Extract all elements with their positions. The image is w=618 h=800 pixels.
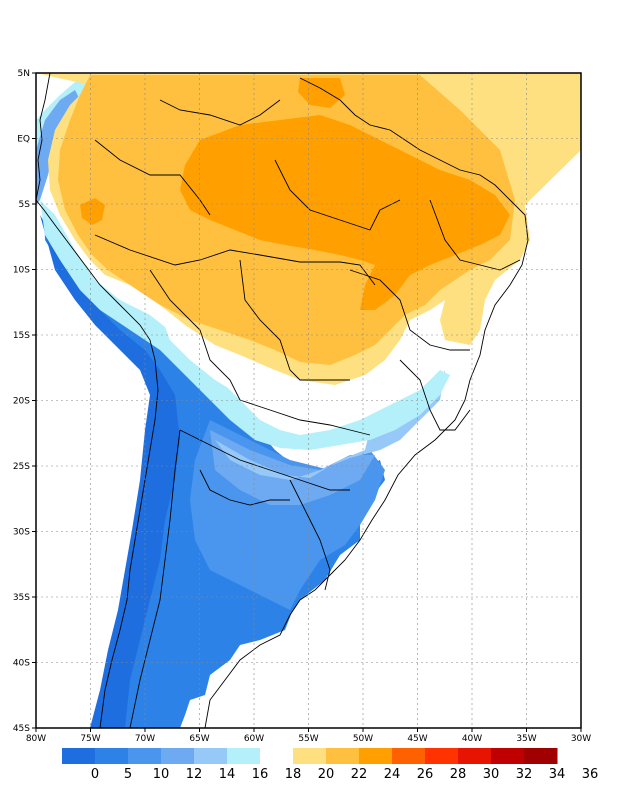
field-orange-nw bbox=[80, 198, 105, 225]
border-3 bbox=[149, 269, 241, 401]
border-12 bbox=[159, 99, 281, 126]
lon-tick-label: 70W bbox=[135, 734, 155, 744]
colorbar-swatch-10 bbox=[392, 748, 426, 764]
colorbar-swatch-11 bbox=[425, 748, 459, 764]
border-7 bbox=[129, 429, 181, 728]
lat-tick-label: 15S bbox=[13, 331, 30, 341]
lat-tick-label: 25S bbox=[13, 462, 30, 472]
lon-tick-label: 35W bbox=[516, 734, 536, 744]
colorbar-swatch-8 bbox=[326, 748, 360, 764]
colorbar-label: 32 bbox=[516, 767, 533, 782]
colorbar-label: 34 bbox=[549, 767, 566, 782]
border-13 bbox=[259, 254, 376, 286]
lat-tick-label: EQ bbox=[17, 135, 30, 145]
grid-lines bbox=[36, 73, 581, 728]
lon-tick-label: 60W bbox=[244, 734, 264, 744]
border-15 bbox=[199, 469, 290, 506]
lat-tick-label: 40S bbox=[13, 659, 30, 669]
colorbar-swatch-1 bbox=[95, 748, 129, 764]
lon-tick-label: 45W bbox=[407, 734, 427, 744]
lon-tick-label: 75W bbox=[80, 734, 100, 744]
latitude-axis: 5N EQ 5S 10S 15S 20S 25S 30S 35S 40S 45S bbox=[13, 69, 36, 734]
colorbar-swatch-0 bbox=[62, 748, 96, 764]
lat-tick-label: 20S bbox=[13, 397, 30, 407]
lat-tick-label: 45S bbox=[13, 724, 30, 734]
colorbar-swatch-2 bbox=[128, 748, 162, 764]
coastline bbox=[36, 73, 159, 728]
border-5 bbox=[239, 399, 371, 436]
lon-tick-label: 40W bbox=[462, 734, 482, 744]
colorbar-label: 20 bbox=[318, 767, 335, 782]
lon-tick-label: 30W bbox=[571, 734, 591, 744]
border-14 bbox=[399, 359, 471, 431]
colorbar-label: 26 bbox=[417, 767, 434, 782]
field-blue-nw bbox=[36, 90, 80, 205]
lat-tick-label: 5N bbox=[18, 69, 30, 79]
colorbar-label: 16 bbox=[252, 767, 269, 782]
colorbar-label: 10 bbox=[153, 767, 170, 782]
border-2 bbox=[94, 234, 261, 266]
colorbar-label: 14 bbox=[219, 767, 236, 782]
colorbar-swatch-4 bbox=[194, 748, 228, 764]
colorbar-swatch-9 bbox=[359, 748, 393, 764]
border-4 bbox=[239, 259, 350, 381]
field-orange-patch bbox=[400, 200, 418, 228]
colorbar-swatch-7 bbox=[293, 748, 327, 764]
border-11 bbox=[429, 199, 521, 271]
field-white-band bbox=[155, 300, 480, 420]
border-9 bbox=[349, 269, 470, 351]
colorbar: 0 5 10 12 14 16 18 20 22 24 26 28 30 32 34 36 bbox=[62, 748, 598, 782]
longitude-axis: 80W 75W 70W 65W 60W 55W 50W 45W 40W 35W 30W bbox=[26, 728, 591, 744]
border-8 bbox=[289, 479, 331, 591]
coastline-atlantic bbox=[204, 77, 529, 728]
colorbar-swatch-6 bbox=[260, 748, 294, 764]
colorbar-swatch-5 bbox=[227, 748, 261, 764]
lon-tick-label: 50W bbox=[353, 734, 373, 744]
country-borders bbox=[36, 73, 529, 728]
colorbar-label: 22 bbox=[351, 767, 368, 782]
colorbar-label: 18 bbox=[285, 767, 302, 782]
lon-tick-label: 80W bbox=[26, 734, 46, 744]
colorbar-label: 0 bbox=[91, 767, 99, 782]
colorbar-swatch-3 bbox=[161, 748, 195, 764]
field-orange bbox=[180, 115, 510, 310]
field-orange-top bbox=[298, 78, 345, 108]
colorbar-label: 36 bbox=[582, 767, 599, 782]
colorbar-swatch-13 bbox=[491, 748, 525, 764]
lat-tick-label: 5S bbox=[19, 200, 31, 210]
field-pale-blue bbox=[210, 430, 375, 505]
colorbar-swatch-14 bbox=[524, 748, 558, 764]
colorbar-label: 28 bbox=[450, 767, 467, 782]
field-cyan-north bbox=[36, 80, 90, 200]
lat-tick-label: 35S bbox=[13, 593, 30, 603]
lat-tick-label: 30S bbox=[13, 528, 30, 538]
colorbar-label: 24 bbox=[384, 767, 401, 782]
lat-tick-label: 10S bbox=[13, 266, 30, 276]
border-6 bbox=[179, 429, 350, 491]
colorbar-label: 30 bbox=[483, 767, 500, 782]
colorbar-label: 5 bbox=[124, 767, 132, 782]
lon-tick-label: 65W bbox=[189, 734, 209, 744]
lon-tick-label: 55W bbox=[298, 734, 318, 744]
colorbar-swatch-12 bbox=[458, 748, 492, 764]
border-10 bbox=[274, 159, 401, 231]
border-1 bbox=[94, 139, 211, 216]
colorbar-label: 12 bbox=[186, 767, 203, 782]
